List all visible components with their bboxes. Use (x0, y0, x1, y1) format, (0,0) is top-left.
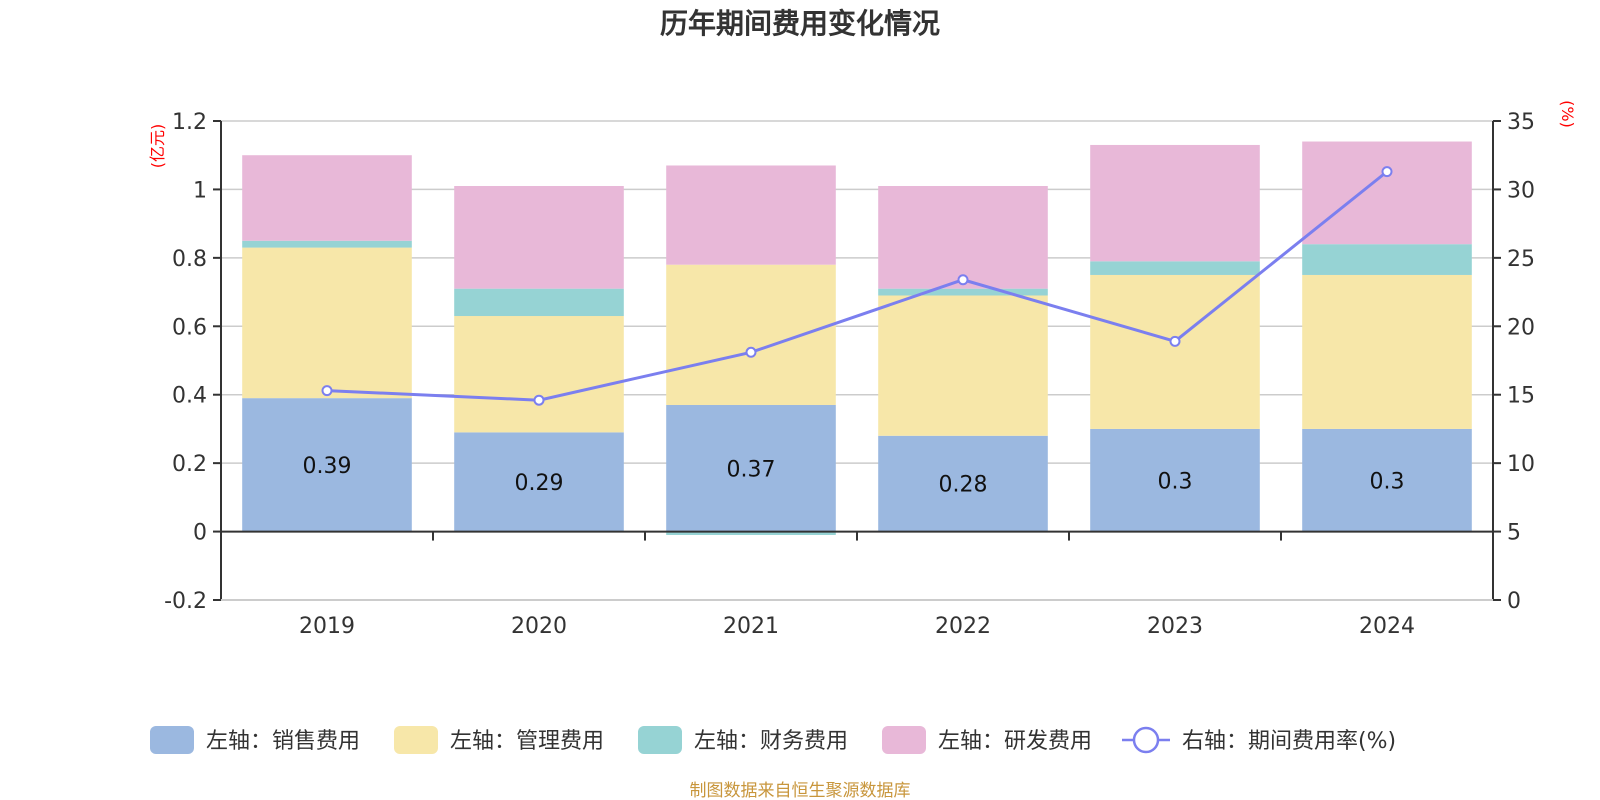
left-axis-tick-label: 0.4 (172, 384, 207, 409)
legend-swatch (882, 726, 926, 754)
bar-segment (878, 295, 1048, 436)
legend-item: 右轴：期间费用率(%) (1122, 726, 1396, 754)
right-axis-tick-label: 10 (1507, 452, 1535, 477)
x-axis-label: 2024 (1359, 614, 1415, 639)
legend-swatch (150, 726, 194, 754)
left-axis-tick-label: 1 (193, 178, 207, 203)
legend-marker-icon (1132, 726, 1160, 754)
bar-segment (878, 435, 1048, 532)
axes: -0.2 0 0.2 0.4 0.6 0.8 1 1.2 0 5 10 15 20 25 30 35 2019 2… (164, 110, 1535, 639)
bar-segment (1302, 244, 1472, 275)
right-axis-unit-label: (%) (1558, 100, 1577, 128)
x-axis-label: 2022 (935, 614, 991, 639)
bar-data-label: 0.39 (303, 454, 352, 479)
bar-data-label: 0.3 (1370, 469, 1405, 494)
bar-segment (454, 288, 624, 317)
left-axis-tick-label: -0.2 (164, 589, 207, 614)
bar-segment (454, 432, 624, 532)
legend-label: 右轴：期间费用率(%) (1182, 729, 1396, 754)
left-axis-tick-label: 0.6 (172, 315, 207, 340)
bar-segment (242, 155, 412, 241)
bar-segment (666, 264, 836, 405)
bars (242, 141, 1472, 535)
bar-segment (1090, 261, 1260, 275)
rate-point (745, 346, 757, 358)
rate-point (321, 385, 333, 397)
rate-point (1381, 166, 1393, 178)
rate-point (1169, 335, 1181, 347)
left-axis-unit-label: (亿元) (148, 124, 167, 169)
bar-data-label: 0.28 (939, 473, 988, 498)
rate-point (957, 274, 969, 286)
bar-segment (242, 247, 412, 399)
legend: 左轴：销售费用 左轴：管理费用 左轴：财务费用 左轴：研发费用 右轴：期间费用率(%) (150, 726, 1396, 754)
x-axis-label: 2019 (299, 614, 355, 639)
left-axis-tick-label: 0.2 (172, 452, 207, 477)
bar-segment (666, 531, 836, 535)
legend-swatch (394, 726, 438, 754)
bar-segment (1090, 274, 1260, 429)
legend-label: 左轴：研发费用 (938, 729, 1092, 754)
data-labels: 0.39 0.29 0.37 0.28 0.3 0.3 (303, 454, 1405, 498)
bar-segment (1090, 144, 1260, 262)
legend-label: 左轴：销售费用 (206, 729, 360, 754)
right-axis-tick-label: 15 (1507, 384, 1535, 409)
bar-data-label: 0.37 (727, 457, 776, 482)
rate-point (533, 394, 545, 406)
bar-segment (1302, 274, 1472, 429)
bar-data-label: 0.3 (1158, 469, 1193, 494)
x-axis-label: 2021 (723, 614, 779, 639)
right-axis-tick-label: 0 (1507, 589, 1521, 614)
bar-segment (878, 186, 1048, 289)
bar-segment (878, 288, 1048, 296)
source-note: 制图数据来自恒生聚源数据库 (690, 781, 911, 800)
left-axis-tick-label: 0 (193, 521, 207, 546)
right-axis-tick-label: 35 (1507, 110, 1535, 135)
bar-segment (454, 186, 624, 289)
legend-label: 左轴：财务费用 (694, 729, 848, 754)
legend-swatch (638, 726, 682, 754)
bar-segment (666, 404, 836, 532)
bar-segment (242, 398, 412, 532)
legend-item: 左轴：销售费用 (150, 726, 360, 754)
right-axis-tick-label: 30 (1507, 178, 1535, 203)
right-axis-tick-label: 25 (1507, 247, 1535, 272)
x-axis-label: 2020 (511, 614, 567, 639)
rate-line-series (321, 166, 1393, 406)
chart-title: 历年期间费用变化情况 (660, 7, 940, 40)
right-axis-tick-label: 5 (1507, 521, 1521, 546)
left-axis-tick-label: 1.2 (172, 110, 207, 135)
legend-label: 左轴：管理费用 (450, 729, 604, 754)
bar-data-label: 0.29 (515, 471, 564, 496)
right-axis-tick-label: 20 (1507, 315, 1535, 340)
legend-item: 左轴：管理费用 (394, 726, 604, 754)
x-axis-label: 2023 (1147, 614, 1203, 639)
rate-line (326, 170, 1388, 402)
legend-item: 左轴：财务费用 (638, 726, 848, 754)
left-axis-tick-label: 0.8 (172, 247, 207, 272)
bar-segment (1090, 428, 1260, 532)
bar-segment (454, 316, 624, 433)
bar-segment (242, 240, 412, 248)
bar-segment (1302, 428, 1472, 532)
bar-segment (666, 165, 836, 265)
bar-segment (1302, 141, 1472, 245)
legend-item: 左轴：研发费用 (882, 726, 1092, 754)
